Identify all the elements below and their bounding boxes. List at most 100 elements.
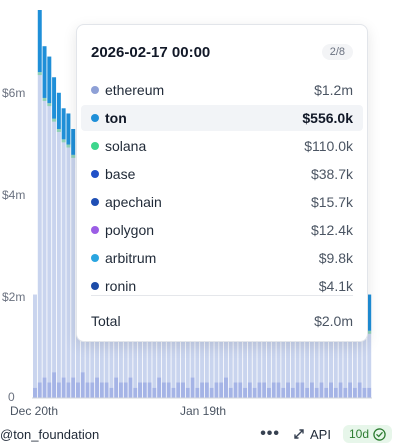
y-tick-label: $6m (2, 86, 26, 100)
bar-segment-stripe (37, 72, 42, 76)
bar-segment-bottom (343, 387, 348, 398)
tooltip-row-ethereum: ethereum $1.2m (81, 77, 363, 103)
bar-segment-bottom (66, 382, 71, 398)
y-tick-label: $2m (2, 290, 26, 304)
bar-segment-bottom (204, 382, 209, 398)
bar-segment-bottom (300, 382, 305, 398)
tooltip-row-left: ton (91, 110, 127, 126)
bar-segment-top[interactable] (42, 46, 47, 98)
tooltip-row-left: ethereum (91, 82, 164, 98)
bar-segment-bottom (152, 387, 157, 398)
bar-segment-bottom (223, 377, 228, 398)
bar-segment-bottom (362, 387, 367, 398)
bar-segment-bottom (157, 377, 162, 398)
account-handle[interactable]: @ton_foundation (0, 426, 100, 442)
series-value: $110.0k (304, 138, 353, 154)
bar-segment-bottom (99, 382, 104, 398)
series-name: solana (105, 138, 147, 154)
tooltip-row-apechain: apechain $15.7k (81, 189, 363, 215)
bar-segment-bottom (138, 382, 143, 398)
series-color-dot-icon (91, 254, 99, 262)
series-name: apechain (105, 194, 162, 210)
series-color-dot-icon (91, 282, 99, 290)
bar-segment-base (52, 118, 57, 373)
bar-segment-top[interactable] (47, 56, 52, 104)
bar-segment-base (352, 320, 357, 388)
bar-segment-bottom (147, 382, 152, 398)
bar-segment-bottom (61, 377, 66, 398)
bar-segment-bottom (52, 372, 57, 398)
series-name: polygon (105, 222, 155, 238)
more-options-button[interactable]: ••• (260, 425, 280, 442)
bar-segment-base (333, 315, 338, 388)
bar-segment-stripe (47, 103, 52, 107)
bar-segment-bottom (200, 382, 205, 398)
bar-segment-base (42, 97, 47, 378)
series-name: ethereum (105, 82, 165, 98)
bar-segment-bottom (142, 382, 147, 398)
tooltip-row-left: base (91, 166, 135, 182)
bar-segment-base (343, 310, 348, 388)
bar-segment-bottom (71, 377, 76, 398)
x-tick-label: Dec 20th (10, 404, 59, 418)
bar-segment-bottom (257, 382, 262, 398)
bar-segment-base (47, 103, 52, 383)
bar-segment-bottom (90, 382, 95, 398)
bar-segment-top[interactable] (71, 128, 76, 155)
bar-segment-bottom (290, 387, 295, 398)
bar-segment-base (362, 325, 367, 388)
bar-segment-bottom (252, 387, 257, 398)
tooltip-total-label: Total (91, 313, 121, 329)
series-color-dot-icon (91, 86, 99, 94)
series-color-dot-icon (91, 170, 99, 178)
bar-segment-top[interactable] (52, 77, 57, 119)
bar-segment-bottom (33, 387, 37, 398)
bar-segment-base (33, 294, 37, 388)
bar-segment-bottom (171, 387, 176, 398)
bar-segment-base (61, 139, 66, 378)
y-tick-label: 0 (8, 390, 15, 404)
bar-segment-bottom (47, 382, 52, 398)
bar-segment-bottom (42, 377, 47, 398)
bar-segment-top[interactable] (61, 108, 66, 140)
tooltip-row-ronin: ronin $4.1k (81, 273, 363, 299)
bar-segment-stripe (42, 97, 47, 101)
bar-segment-bottom (286, 382, 291, 398)
footer-bar: @ton_foundation ••• API 10d (0, 420, 400, 448)
series-name: ton (105, 110, 127, 126)
bar-segment-bottom (367, 387, 372, 398)
bar-segment-top[interactable] (37, 10, 42, 73)
bar-segment-bottom (262, 382, 267, 398)
bar-segment-bottom (333, 387, 338, 398)
tooltip-row-base: base $38.7k (81, 161, 363, 187)
series-name: base (105, 166, 136, 182)
bar-segment-bottom (228, 387, 233, 398)
bar-segment-bottom (348, 382, 353, 398)
bar-segment-base (314, 299, 319, 388)
bar-segment-bottom (56, 382, 61, 398)
bar-segment-bottom (314, 387, 319, 398)
series-value: $556.0k (302, 110, 353, 126)
bar-segment-top[interactable] (367, 294, 372, 331)
tooltip-total-value: $2.0m (314, 313, 353, 329)
bar-segment-bottom (305, 387, 310, 398)
tooltip-row-polygon: polygon $12.4k (81, 217, 363, 243)
bar-segment-bottom (319, 382, 324, 398)
bar-segment-top[interactable] (56, 92, 61, 129)
series-value: $38.7k (310, 166, 353, 182)
bar-segment-stripe (52, 118, 57, 122)
bar-segment-base (66, 144, 71, 383)
bar-segment-bottom (109, 387, 114, 398)
bar-segment-stripe (367, 330, 372, 334)
x-tick-label: Jan 19th (180, 404, 227, 418)
tooltip-row-left: ronin (91, 278, 136, 294)
check-circle-icon (373, 427, 386, 441)
bar-segment-stripe (71, 154, 76, 158)
bar-segment-bottom (238, 382, 243, 398)
bar-segment-bottom (295, 382, 300, 398)
time-range-badge[interactable]: 10d (342, 425, 392, 443)
bar-segment-bottom (276, 382, 281, 398)
tooltip-row-solana: solana $110.0k (81, 133, 363, 159)
bar-segment-top[interactable] (66, 113, 71, 145)
api-button[interactable]: API (292, 427, 331, 442)
